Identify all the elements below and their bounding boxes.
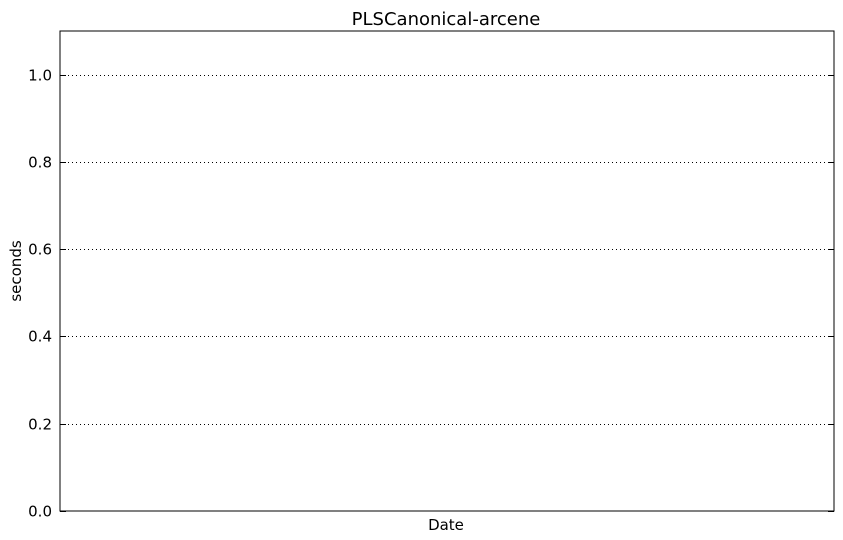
y-tick-label: 1.0 [28,67,52,85]
y-tick-label: 0.2 [28,416,52,434]
chart-title: PLSCanonical-arcene [352,9,541,30]
y-axis-label: seconds [7,240,25,301]
grid-lines [60,75,834,425]
y-tick-label: 0.6 [28,241,52,259]
y-tick-label: 0.0 [28,503,52,521]
plot-area-frame [59,30,835,512]
y-tick-label: 0.4 [28,328,52,346]
y-tick-label: 0.8 [28,154,52,172]
x-axis-label: Date [428,516,464,534]
y-axis: 0.0 0.2 0.4 0.6 0.8 1.0 [28,67,834,521]
